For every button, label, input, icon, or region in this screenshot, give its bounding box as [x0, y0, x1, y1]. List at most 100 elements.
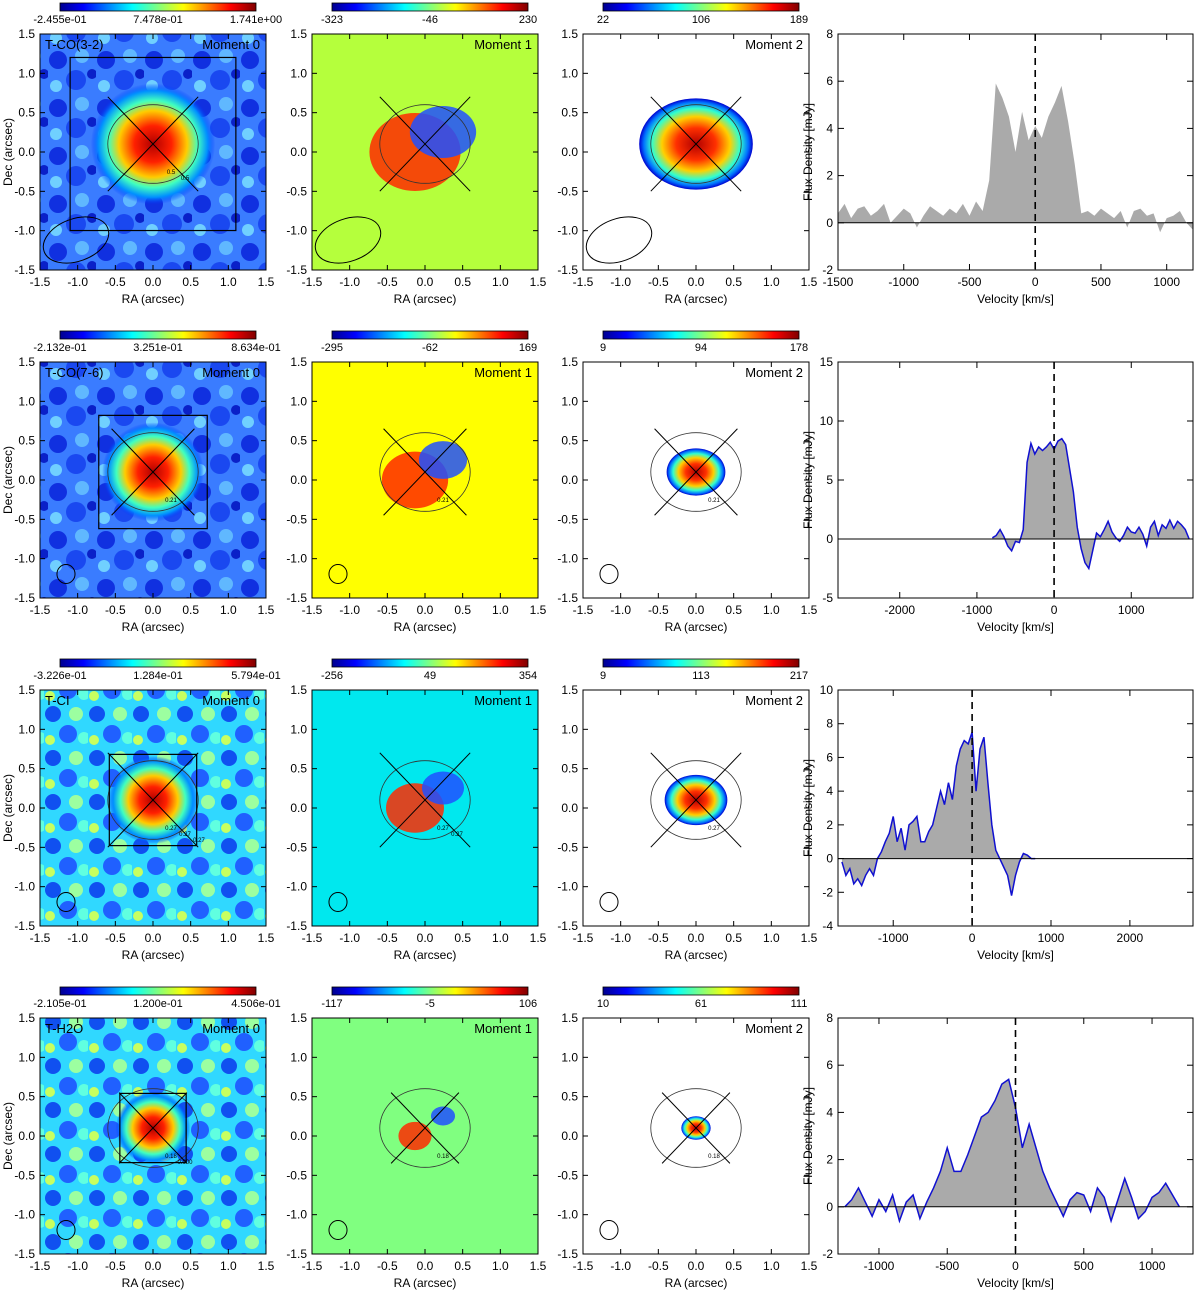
map-panel: -2.455e-01 7.478e-01 1.741e+00 0.5 0.5 T-CO(3… [1, 2, 282, 306]
colorbar-mid-label: 3.251e-01 [133, 342, 183, 354]
x-tick-label: 0.0 [417, 931, 434, 945]
y-tick-label: 1.0 [290, 66, 307, 80]
x-tick-label: 0.0 [145, 275, 162, 289]
beam-ellipse [314, 216, 382, 264]
y-tick-label: -1.0 [14, 552, 35, 566]
contour [379, 432, 471, 512]
map-panel: -3.226e-01 1.284e-01 5.794e-010.270.270.27… [1, 658, 281, 962]
y-tick-label: 6 [826, 750, 833, 764]
x-tick-label: -1.5 [302, 931, 323, 945]
spectrum-panel: -1000 -500 0 500 1000 -2 0 2 4 6 8 Velocity [km/s] F… [801, 1011, 1194, 1290]
colorbar-max-label: 1.741e+00 [230, 14, 282, 26]
moment-title: Moment 2 [745, 37, 803, 52]
contour-label: 0.21 [437, 498, 449, 504]
contour [107, 104, 199, 184]
x-tick-label: 0.5 [725, 1259, 742, 1273]
x-tick-label: 1000 [1153, 275, 1180, 289]
map-panel: -323 -46 230 Moment 1 -1.5 -1.0 -0.5 0.0 0.5 1.0 1… [286, 2, 547, 306]
y-axis-label: Dec (arcsec) [1, 774, 15, 842]
velocity-blueshifted [421, 771, 465, 805]
y-tick-label: -1.0 [14, 224, 35, 238]
moment-title: Moment 0 [202, 693, 260, 708]
x-tick-label: 1.0 [492, 931, 509, 945]
y-tick-label: -1.5 [557, 1247, 578, 1261]
y-tick-label: 15 [820, 355, 834, 369]
x-tick-label: -1.0 [339, 1259, 360, 1273]
beam-ellipse [42, 216, 110, 264]
y-tick-label: -1.0 [557, 880, 578, 894]
y-tick-label: 0.0 [561, 801, 578, 815]
zoom-box [119, 1092, 187, 1164]
y-tick-label: 8 [826, 717, 833, 731]
map-panel: -2.132e-01 3.251e-01 8.634e-01 0.21 T-CO(7-6… [1, 330, 281, 634]
y-tick-label: 1.0 [561, 1050, 578, 1064]
colorbar-max-label: 106 [519, 998, 537, 1010]
x-tick-label: 1.0 [492, 1259, 509, 1273]
y-tick-label: 1.5 [561, 27, 578, 41]
beam-ellipse [585, 216, 653, 264]
x-tick-label: 1.5 [258, 603, 275, 617]
x-tick-label: -0.5 [377, 1259, 398, 1273]
x-tick-label: -0.5 [648, 603, 669, 617]
y-tick-label: -1.5 [286, 263, 307, 277]
y-tick-label: 0.5 [561, 1090, 578, 1104]
y-tick-label: 1.0 [18, 722, 35, 736]
y-tick-label: 10 [820, 414, 834, 428]
y-tick-label: -1.5 [557, 263, 578, 277]
fit-line [841, 731, 1036, 896]
x-tick-label: -1.5 [30, 1259, 51, 1273]
contour [107, 432, 199, 512]
y-tick-label: 1.0 [18, 1050, 35, 1064]
y-tick-label: 5 [826, 473, 833, 487]
x-tick-label: 1.5 [801, 1259, 818, 1273]
y-tick-label: 0 [826, 532, 833, 546]
moment-title: Moment 1 [474, 365, 532, 380]
y-tick-label: 6 [826, 74, 833, 88]
flux-area [992, 438, 1190, 569]
colorbar [59, 330, 257, 340]
x-tick-label: 0 [1032, 275, 1039, 289]
y-tick-label: 1.5 [18, 683, 35, 697]
x-tick-label: -1.0 [339, 931, 360, 945]
x-tick-label: 0 [969, 931, 976, 945]
y-tick-label: 0.0 [561, 145, 578, 159]
colorbar-min-label: 9 [600, 670, 606, 682]
velocity-redshifted [398, 1121, 432, 1151]
x-tick-label: -1.0 [339, 275, 360, 289]
x-tick-label: 0.0 [145, 931, 162, 945]
y-tick-label: -1.0 [557, 1208, 578, 1222]
x-tick-label: 1000 [1038, 931, 1065, 945]
colorbar-max-label: 5.794e-01 [231, 670, 281, 682]
x-tick-label: -1.0 [610, 603, 631, 617]
colorbar [331, 986, 529, 996]
x-tick-label: 1.0 [763, 931, 780, 945]
moment-title: Moment 2 [745, 693, 803, 708]
y-tick-label: 1.5 [561, 1011, 578, 1025]
row-2: -2.132e-01 3.251e-01 8.634e-01 0.21 T-CO(7-6… [1, 330, 1194, 634]
cross-line [118, 1092, 188, 1164]
y-tick-label: 1.0 [18, 394, 35, 408]
moment-title: Moment 1 [474, 693, 532, 708]
x-tick-label: -1000 [888, 275, 919, 289]
y-tick-label: -0.5 [286, 512, 307, 526]
x-tick-label: -1000 [962, 603, 993, 617]
x-tick-label: -1.0 [67, 1259, 88, 1273]
x-tick-label: 0.5 [182, 931, 199, 945]
colorbar-min-label: -295 [321, 342, 343, 354]
colorbar-min-label: -256 [321, 670, 343, 682]
spectrum-frame [837, 361, 1194, 599]
x-tick-label: 0.0 [417, 275, 434, 289]
x-axis-label: Velocity [km/s] [977, 1276, 1054, 1290]
x-tick-label: -1000 [864, 1259, 895, 1273]
y-tick-label: 6 [826, 1058, 833, 1072]
y-tick-label: 2 [826, 169, 833, 183]
y-tick-label: 2 [826, 818, 833, 832]
colorbar-min-label: 10 [597, 998, 609, 1010]
y-tick-label: 1.0 [561, 66, 578, 80]
y-tick-label: 8 [826, 27, 833, 41]
y-axis-label: Flux Density [mJy] [801, 759, 815, 857]
contour [379, 1088, 471, 1168]
y-tick-label: 0.5 [561, 434, 578, 448]
contour-label: 0.27 [179, 832, 191, 838]
x-tick-label: 0.5 [725, 275, 742, 289]
